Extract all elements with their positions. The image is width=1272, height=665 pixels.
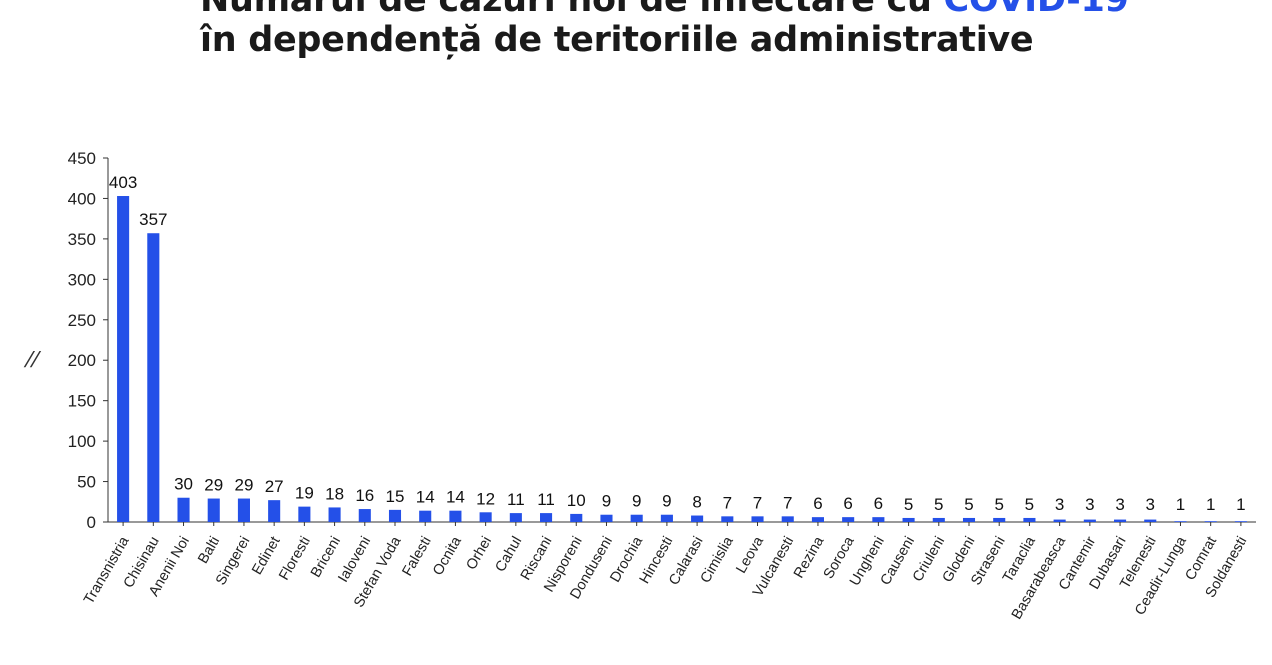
category-label: Ocnita xyxy=(430,533,465,578)
bar xyxy=(419,510,432,522)
data-label: 357 xyxy=(139,210,167,229)
data-label: 5 xyxy=(964,495,973,514)
y-tick-label: 100 xyxy=(68,432,96,451)
data-label: 11 xyxy=(537,490,555,509)
bar xyxy=(479,512,492,522)
y-tick-label: 250 xyxy=(68,311,96,330)
bar xyxy=(842,517,855,522)
y-tick-label: 0 xyxy=(87,513,96,532)
data-label: 14 xyxy=(416,488,435,507)
data-label: 11 xyxy=(507,490,525,509)
bar xyxy=(570,513,583,522)
chart-title: Numărul de cazuri noi de infectare cu CO… xyxy=(200,0,1200,60)
data-label: 29 xyxy=(234,476,253,495)
bar xyxy=(1144,519,1157,522)
data-label: 3 xyxy=(1146,495,1155,514)
bar xyxy=(751,516,764,522)
bar xyxy=(1234,521,1247,522)
bar xyxy=(1204,521,1217,522)
data-label: 9 xyxy=(662,492,671,511)
y-tick-label: 300 xyxy=(68,270,96,289)
bar xyxy=(540,513,553,522)
category-label: Orhei xyxy=(464,534,496,573)
data-label: 3 xyxy=(1085,495,1094,514)
data-label: 12 xyxy=(476,489,495,508)
y-tick-label: 350 xyxy=(68,230,96,249)
data-label: 10 xyxy=(567,491,586,510)
bar xyxy=(177,497,190,522)
data-label: 403 xyxy=(109,173,137,192)
data-label: 1 xyxy=(1206,495,1215,514)
chart-title-line-1: Numărul de cazuri noi de infectare cu CO… xyxy=(200,0,1200,20)
chart-title-accent: COVID-19 xyxy=(943,0,1129,20)
data-label: 5 xyxy=(994,495,1003,514)
data-label: 5 xyxy=(934,495,943,514)
bar xyxy=(509,513,522,522)
bar xyxy=(781,516,794,522)
chart-title-line-2: în dependență de teritoriile administrat… xyxy=(200,20,1034,60)
bar xyxy=(902,517,915,522)
data-label: 29 xyxy=(204,476,223,495)
y-tick-label: 400 xyxy=(68,189,96,208)
data-label: 3 xyxy=(1115,495,1124,514)
bar xyxy=(1114,519,1127,522)
bar xyxy=(147,233,160,522)
data-label: 18 xyxy=(325,484,344,503)
data-label: 1 xyxy=(1236,495,1245,514)
data-label: 3 xyxy=(1055,495,1064,514)
category-label: Balti xyxy=(195,534,223,566)
chart-title-prefix: Numărul de cazuri noi de infectare cu xyxy=(200,0,944,20)
data-label: 9 xyxy=(602,492,611,511)
bar xyxy=(388,509,402,522)
category-label: Cahul xyxy=(493,534,526,575)
y-tick-label: 200 xyxy=(68,351,96,370)
bar xyxy=(660,514,673,522)
data-label: 19 xyxy=(295,484,314,503)
bar xyxy=(207,498,220,522)
bar xyxy=(932,517,945,522)
data-label: 1 xyxy=(1176,495,1185,514)
bar xyxy=(721,516,734,522)
data-label: 9 xyxy=(632,492,641,511)
bar xyxy=(1053,519,1066,522)
data-label: 6 xyxy=(813,494,822,513)
data-label: 7 xyxy=(753,493,762,512)
bar xyxy=(872,517,885,522)
bar xyxy=(993,517,1006,522)
bar xyxy=(268,500,281,522)
bar xyxy=(691,515,704,522)
bar xyxy=(298,506,311,522)
data-label: 5 xyxy=(904,495,913,514)
bar xyxy=(1023,517,1036,522)
bar xyxy=(811,517,824,522)
y-tick-label: 450 xyxy=(68,149,96,168)
data-label: 5 xyxy=(1025,495,1034,514)
bar xyxy=(1083,519,1096,522)
data-label: 6 xyxy=(874,494,883,513)
data-label: 27 xyxy=(265,477,284,496)
data-label: 8 xyxy=(692,493,701,512)
category-label: Falesti xyxy=(399,534,434,579)
data-label: 6 xyxy=(843,494,852,513)
y-tick-label: 50 xyxy=(77,473,96,492)
data-label: 15 xyxy=(386,487,405,506)
data-label: 7 xyxy=(723,493,732,512)
bar xyxy=(600,514,613,522)
category-label: Transnistria xyxy=(81,533,133,607)
bar xyxy=(1174,521,1187,522)
data-label: 30 xyxy=(174,475,193,494)
data-label: 16 xyxy=(355,486,374,505)
y-tick-label: 150 xyxy=(68,392,96,411)
bar xyxy=(358,509,371,522)
bar xyxy=(237,498,250,522)
bar xyxy=(962,517,976,522)
data-label: 7 xyxy=(783,493,792,512)
bar xyxy=(328,507,341,522)
bar xyxy=(117,196,130,523)
data-label: 14 xyxy=(446,488,465,507)
bar xyxy=(449,510,462,522)
bar xyxy=(630,514,643,522)
